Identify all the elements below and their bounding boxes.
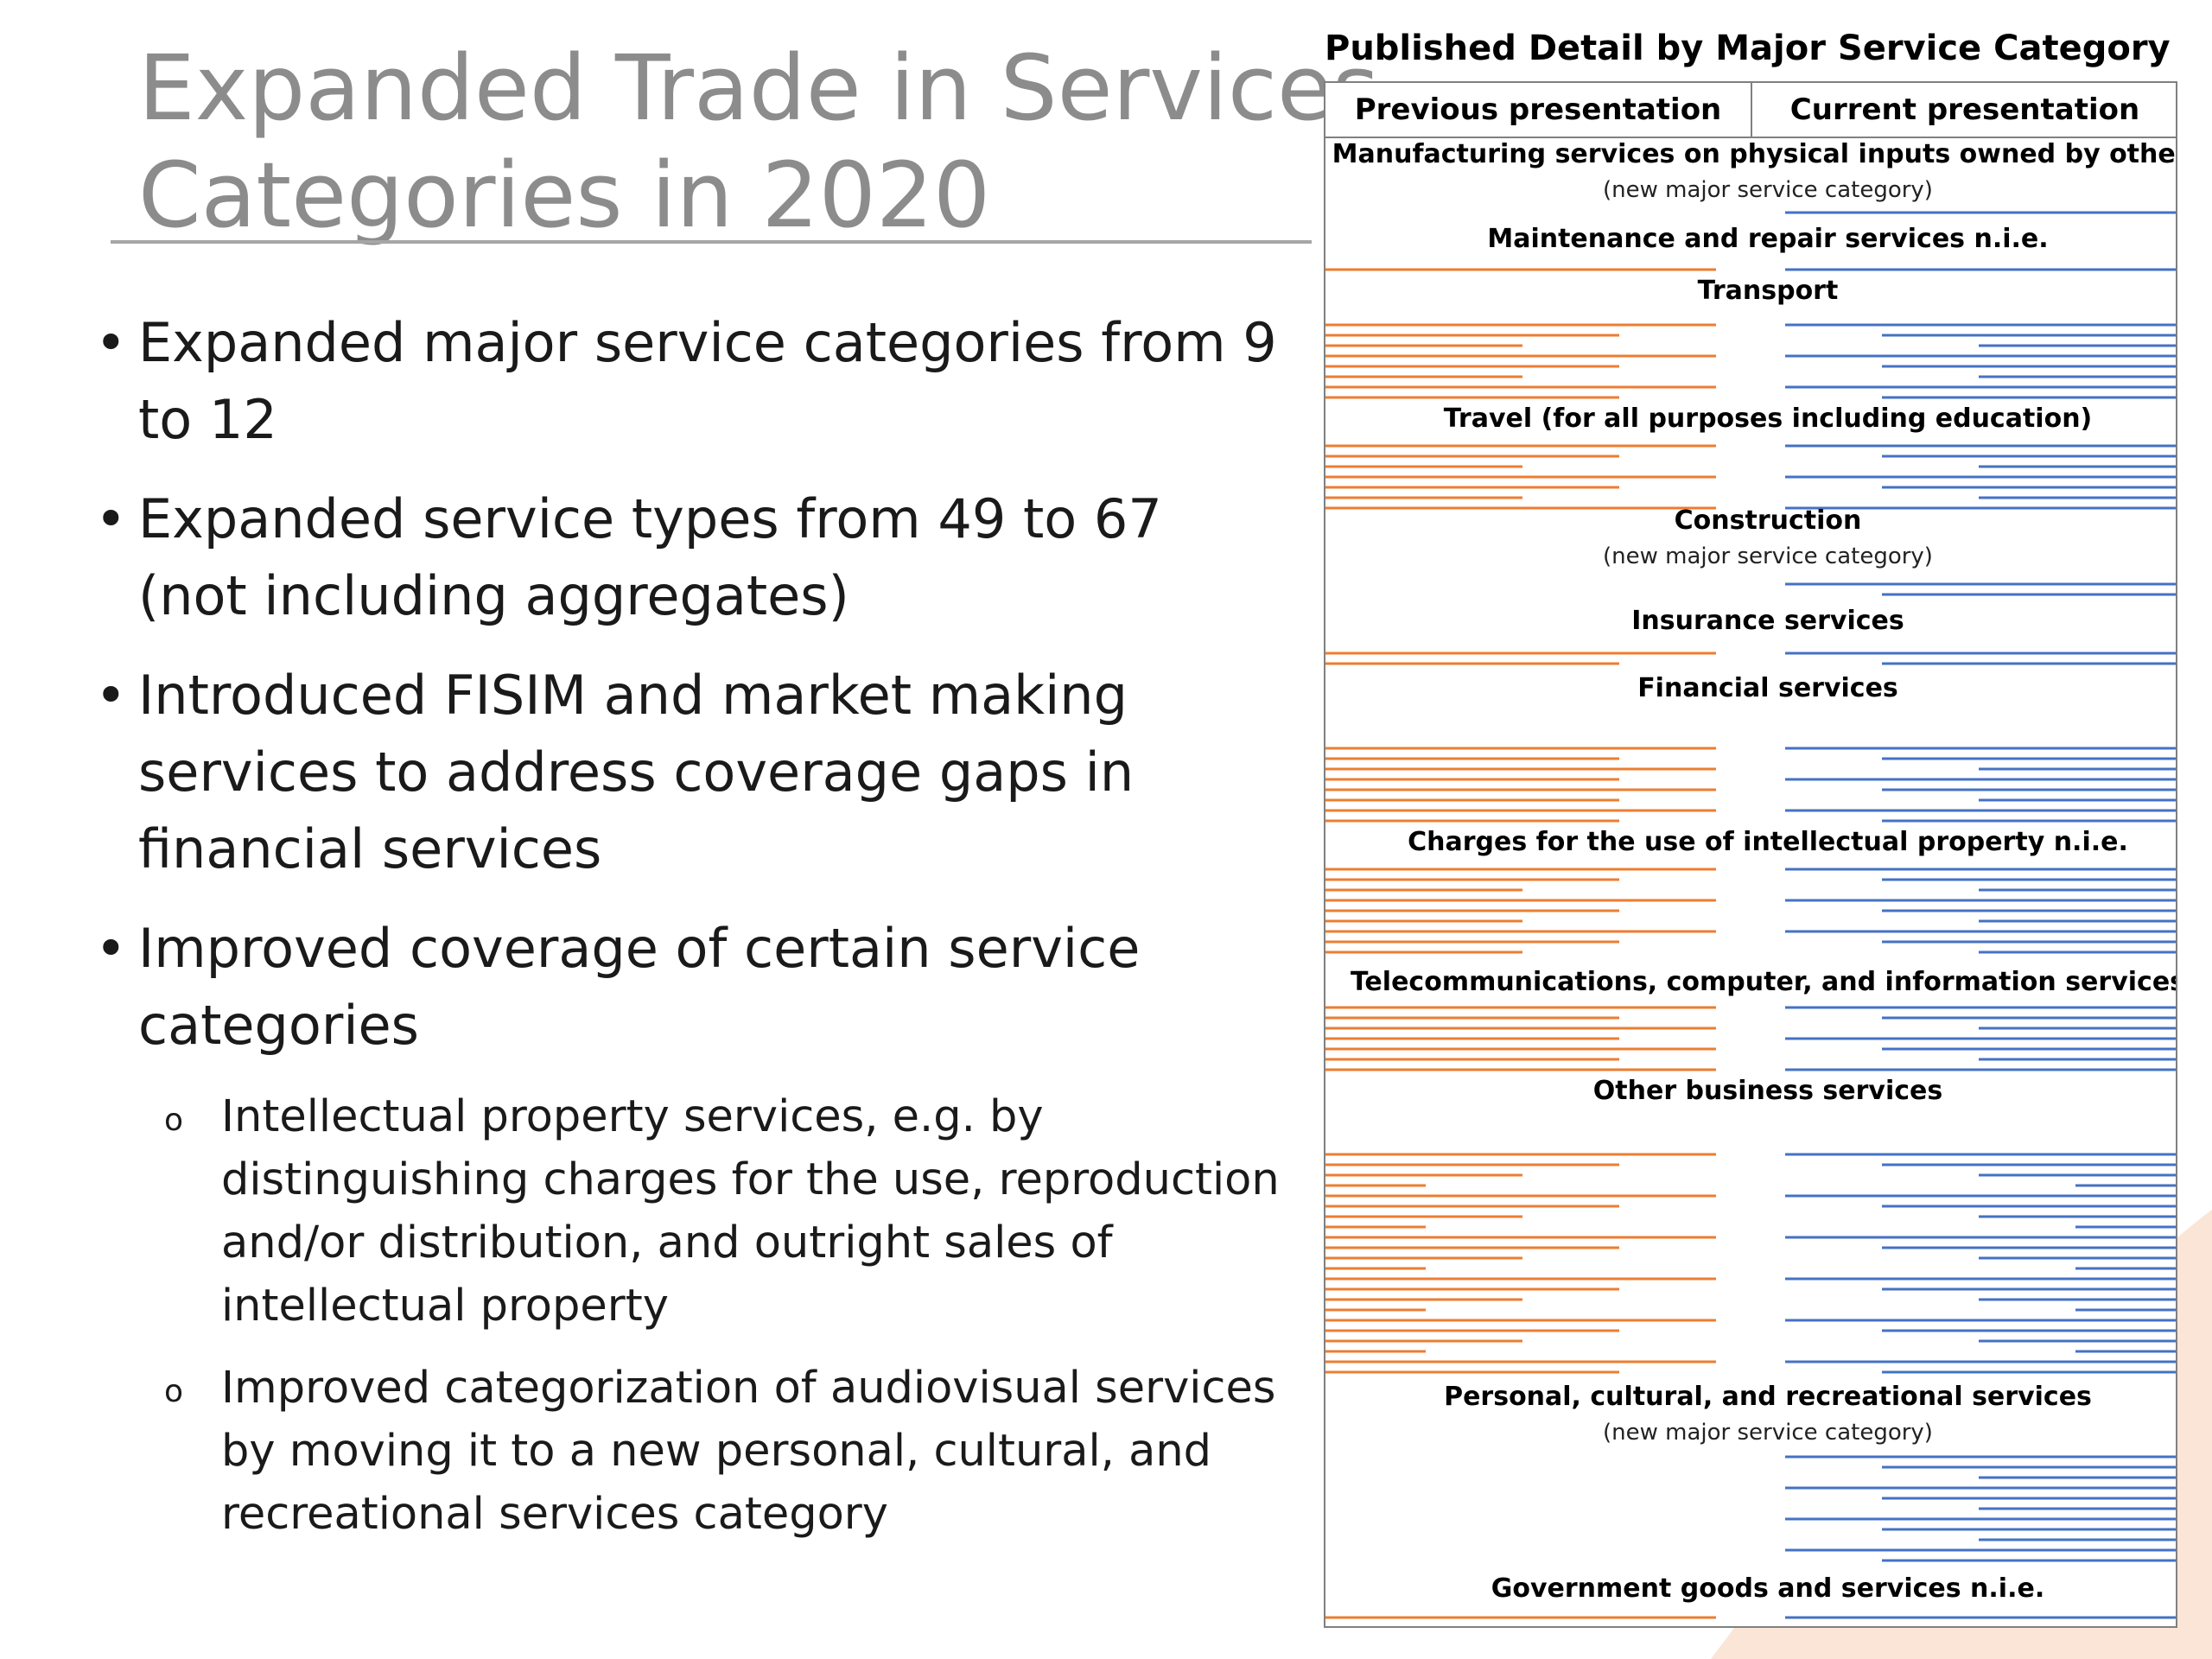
bullet-marker: • bbox=[95, 917, 127, 980]
category-label: Maintenance and repair services n.i.e. bbox=[1487, 224, 2048, 254]
category-label: Charges for the use of intellectual prop… bbox=[1408, 827, 2128, 857]
sub-bullet-marker: o bbox=[164, 1374, 184, 1409]
bullet-text: Introduced FISIM and market making servi… bbox=[138, 664, 1135, 880]
bullet-item: • Improved coverage of certain service ca… bbox=[95, 910, 1287, 1064]
bullet-item: • Introduced FISIM and market making serv… bbox=[95, 657, 1287, 887]
detail-diagram: Manufacturing services on physical input… bbox=[1325, 139, 2176, 1619]
bullet-item: • Expanded service types from 49 to 67 (n… bbox=[95, 480, 1287, 634]
sub-bullet-item: o Intellectual property services, e.g. by… bbox=[164, 1085, 1287, 1338]
slide-title-line-2: Categories in 2020 bbox=[138, 143, 991, 248]
category-label: Government goods and services n.i.e. bbox=[1491, 1573, 2044, 1604]
sub-bullet-text: Improved categorization of audiovisual s… bbox=[221, 1363, 1276, 1540]
category-label: Travel (for all purposes including educa… bbox=[1444, 404, 2093, 434]
slide-title: Expanded Trade in Services Categories in… bbox=[138, 35, 1379, 249]
bullet-text: Improved coverage of certain service cat… bbox=[138, 917, 1141, 1057]
new-category-note: (new major service category) bbox=[1603, 543, 1933, 569]
bullet-item: • Expanded major service categories from … bbox=[95, 304, 1287, 458]
category-label: Other business services bbox=[1593, 1076, 1942, 1106]
bullet-marker: • bbox=[95, 664, 127, 727]
sub-bullet-item: o Improved categorization of audiovisual … bbox=[164, 1357, 1287, 1546]
bullet-marker: • bbox=[95, 487, 127, 550]
new-category-note: (new major service category) bbox=[1603, 177, 1933, 203]
new-category-note: (new major service category) bbox=[1603, 1420, 1933, 1446]
category-label: Personal, cultural, and recreational ser… bbox=[1444, 1382, 2092, 1412]
category-label: Transport bbox=[1698, 276, 1839, 306]
header-divider bbox=[1325, 137, 2176, 138]
category-label: Telecommunications, computer, and inform… bbox=[1351, 967, 2176, 997]
diagram-title: Published Detail by Major Service Catego… bbox=[1325, 29, 2171, 68]
title-divider bbox=[111, 240, 1312, 244]
bullet-text: Expanded service types from 49 to 67 (no… bbox=[138, 487, 1162, 627]
column-header-current: Current presentation bbox=[1789, 92, 2140, 127]
slide-title-line-1: Expanded Trade in Services bbox=[138, 35, 1380, 141]
category-label: Financial services bbox=[1637, 673, 1898, 703]
sub-bullet-marker: o bbox=[164, 1103, 184, 1138]
column-header-previous: Previous presentation bbox=[1354, 92, 1722, 127]
category-label: Construction bbox=[1675, 505, 1862, 536]
column-divider bbox=[1751, 83, 1752, 137]
bullet-text: Expanded major service categories from 9… bbox=[138, 311, 1277, 451]
sub-bullet-text: Intellectual property services, e.g. by … bbox=[221, 1091, 1280, 1332]
category-label: Manufacturing services on physical input… bbox=[1332, 139, 2176, 169]
bullet-list: • Expanded major service categories from … bbox=[95, 304, 1287, 1086]
bullet-marker: • bbox=[95, 311, 127, 374]
diagram-panel: Previous presentation Current presentati… bbox=[1324, 81, 2177, 1628]
sub-bullet-list: o Intellectual property services, e.g. by… bbox=[164, 1085, 1287, 1565]
category-label: Insurance services bbox=[1631, 606, 1904, 636]
